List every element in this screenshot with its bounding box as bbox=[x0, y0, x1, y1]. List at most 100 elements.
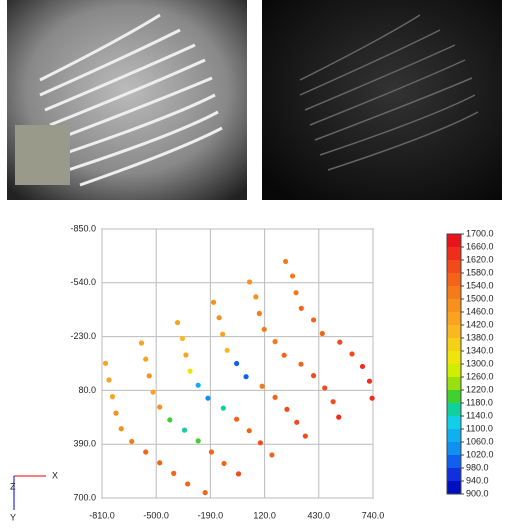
colorbar-swatch bbox=[447, 403, 461, 417]
point bbox=[284, 406, 290, 412]
colorbar-swatch bbox=[447, 481, 461, 495]
colorbar-swatch bbox=[447, 455, 461, 469]
point bbox=[185, 481, 191, 487]
axis-z-label: Z bbox=[10, 481, 16, 491]
point bbox=[171, 470, 177, 476]
colorbar-swatch bbox=[447, 325, 461, 339]
point bbox=[369, 395, 375, 401]
point bbox=[289, 273, 296, 279]
colorbar-label: 1660.0 bbox=[466, 241, 494, 251]
colorbar-label: 1700.0 bbox=[466, 228, 494, 238]
x-tick-label: 740.0 bbox=[362, 510, 385, 520]
colorbar-swatch bbox=[447, 234, 461, 248]
colorbar-swatch bbox=[447, 364, 461, 378]
point bbox=[302, 433, 308, 439]
point bbox=[234, 416, 240, 422]
colorbar-swatch bbox=[447, 416, 461, 430]
point bbox=[181, 427, 188, 433]
colorbar-label: 1220.0 bbox=[466, 384, 494, 394]
point bbox=[235, 471, 242, 477]
point bbox=[146, 373, 152, 379]
colorbar-label: 1620.0 bbox=[466, 254, 494, 264]
colorbar-swatch bbox=[447, 442, 461, 456]
point bbox=[261, 326, 267, 332]
point bbox=[293, 290, 299, 296]
x-tick-label: 120.0 bbox=[253, 510, 276, 520]
point bbox=[109, 394, 116, 400]
colorbar-label: 1020.0 bbox=[466, 449, 494, 459]
point bbox=[336, 414, 342, 420]
point bbox=[157, 460, 163, 466]
colorbar-swatch bbox=[447, 351, 461, 365]
point bbox=[113, 410, 119, 416]
colorbar-label: 1420.0 bbox=[466, 319, 494, 329]
point bbox=[138, 340, 145, 346]
colorbar-swatch bbox=[447, 468, 461, 482]
point bbox=[187, 368, 193, 374]
point bbox=[150, 389, 156, 395]
point bbox=[310, 317, 317, 323]
x-tick-label: -810.0 bbox=[89, 510, 115, 520]
point bbox=[243, 374, 249, 380]
point bbox=[234, 360, 240, 367]
point bbox=[183, 352, 189, 358]
point bbox=[298, 361, 304, 367]
y-tick-label: -850.0 bbox=[70, 223, 96, 233]
point bbox=[294, 419, 300, 425]
point bbox=[224, 347, 230, 353]
point bbox=[256, 310, 262, 317]
point bbox=[246, 279, 253, 285]
colorbar-label: 940.0 bbox=[466, 475, 489, 485]
point bbox=[246, 428, 252, 434]
colorbar-swatch bbox=[447, 286, 461, 300]
point bbox=[143, 449, 149, 455]
point bbox=[322, 385, 328, 391]
point bbox=[157, 404, 163, 410]
point bbox=[359, 363, 366, 370]
point bbox=[220, 331, 226, 337]
colorbar-swatch bbox=[447, 273, 461, 287]
y-tick-label: 80.0 bbox=[78, 385, 96, 395]
colorbar-swatch bbox=[447, 299, 461, 313]
colorbar-label: 1180.0 bbox=[466, 397, 493, 407]
colorbar-swatch bbox=[447, 429, 461, 443]
point bbox=[216, 315, 222, 321]
point bbox=[210, 299, 217, 305]
point bbox=[102, 360, 109, 366]
point bbox=[195, 438, 201, 444]
x-tick-label: -190.0 bbox=[198, 510, 224, 520]
x-tick-label: -500.0 bbox=[143, 510, 169, 520]
colorbar-label: 1460.0 bbox=[466, 306, 494, 316]
point bbox=[208, 449, 215, 455]
colorbar-label: 1540.0 bbox=[466, 280, 494, 290]
colorbar-label: 980.0 bbox=[466, 462, 489, 472]
colorbar-swatch bbox=[447, 260, 461, 274]
colorbar-label: 1580.0 bbox=[466, 267, 494, 277]
y-tick-label: 390.0 bbox=[73, 439, 96, 449]
colorbar-label: 1500.0 bbox=[466, 293, 494, 303]
point bbox=[272, 394, 278, 400]
colorbar-swatch bbox=[447, 377, 461, 391]
point bbox=[129, 438, 135, 445]
photo-left bbox=[7, 0, 247, 200]
colorbar-label: 1300.0 bbox=[466, 358, 494, 368]
y-tick-label: -230.0 bbox=[70, 331, 96, 341]
colorbar-swatch bbox=[447, 312, 461, 326]
point bbox=[253, 294, 259, 300]
point bbox=[330, 399, 336, 405]
point bbox=[282, 258, 289, 265]
colorbar-swatch bbox=[447, 338, 461, 352]
colorbar-label: 1260.0 bbox=[466, 371, 494, 381]
colorbar-label: 1060.0 bbox=[466, 436, 494, 446]
point bbox=[220, 405, 226, 411]
point bbox=[281, 352, 287, 358]
point bbox=[167, 417, 173, 423]
colorbar-label: 900.0 bbox=[466, 488, 489, 498]
point bbox=[118, 426, 124, 432]
point bbox=[349, 351, 355, 357]
axis-x-label: X bbox=[52, 470, 58, 480]
colorbar-label: 1140.0 bbox=[466, 410, 493, 420]
colorbar-label: 1340.0 bbox=[466, 345, 494, 355]
point bbox=[310, 373, 317, 379]
